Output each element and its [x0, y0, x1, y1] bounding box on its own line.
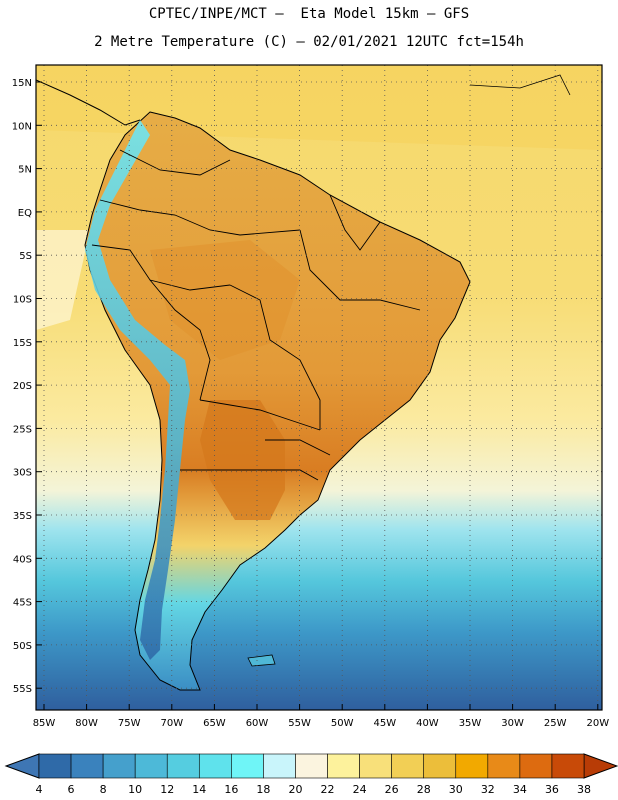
colorbar-cell [487, 753, 521, 779]
colorbar-label: 6 [67, 783, 75, 796]
colorbar-label: 16 [224, 783, 239, 796]
colorbar-cell [38, 753, 72, 779]
lat-label-10s: 10S [13, 295, 32, 306]
colorbar-cell [102, 753, 136, 779]
lon-label-25w: 25W [544, 718, 567, 729]
lat-label-40s: 40S [13, 554, 32, 565]
colorbar-label: 20 [288, 783, 303, 796]
colorbar-cell [295, 753, 328, 779]
colorbar-high-arrow [583, 753, 618, 779]
lon-label-30w: 30W [501, 718, 524, 729]
lon-label-35w: 35W [459, 718, 482, 729]
colorbar-label: 34 [512, 783, 527, 796]
colorbar-cell [455, 753, 489, 779]
colorbar-label: 4 [35, 783, 43, 796]
colorbar-label: 22 [320, 783, 335, 796]
lat-label-35s: 35S [13, 511, 32, 522]
colorbar-label: 38 [577, 783, 591, 796]
colorbar-cell [70, 753, 104, 779]
colorbar-cell [166, 753, 200, 779]
lon-label-55w: 55W [288, 718, 311, 729]
lon-label-60w: 60W [246, 718, 269, 729]
colorbar-cell [263, 753, 296, 779]
colorbar-cell [231, 753, 264, 779]
map-frame [35, 64, 603, 711]
map-title-line-1: CPTEC/INPE/MCT – Eta Model 15km – GFS [148, 6, 470, 22]
falkland-islands [247, 654, 276, 667]
lat-label-45s: 45S [13, 598, 32, 609]
colorbar-cell [423, 753, 457, 779]
lat-label-25s: 25S [13, 424, 32, 435]
interior-hot-zone [200, 400, 285, 520]
andes-cold-ridge [85, 120, 190, 660]
colorbar-label: 32 [480, 783, 495, 796]
lat-label-15s: 15S [13, 338, 32, 349]
colorbar-cell [391, 753, 425, 779]
longitude-axis: 85W 80W 75W 70W 65W 60W 55W 50W 45W 40W 35W 30W 25W 2… [33, 704, 609, 729]
lat-label-50s: 50S [13, 641, 32, 652]
colorbar-cell [551, 753, 585, 779]
colorbar-label: 10 [128, 783, 143, 796]
lat-label-55s: 55S [13, 684, 32, 695]
lat-label-20s: 20S [13, 381, 32, 392]
colorbar-label: 14 [192, 783, 207, 796]
lat-label-5n: 5N [18, 165, 32, 176]
lat-label-5s: 5S [19, 251, 32, 262]
lat-label-30s: 30S [13, 468, 32, 479]
colorbar-cell [134, 753, 168, 779]
colorbar [4, 753, 618, 779]
lon-label-70w: 70W [160, 718, 183, 729]
colorbar-label: 8 [99, 783, 107, 796]
lon-label-40w: 40W [416, 718, 439, 729]
lat-label-15n: 15N [12, 78, 32, 89]
lon-label-20w: 20W [586, 718, 609, 729]
lon-label-75w: 75W [118, 718, 141, 729]
country-borders [91, 149, 421, 481]
colorbar-label: 24 [352, 783, 367, 796]
caribbean-islands [469, 74, 571, 96]
amazon-warm-zone [150, 240, 300, 360]
colorbar-label: 36 [544, 783, 559, 796]
colorbar-cell [359, 753, 392, 779]
lat-label-10n: 10N [12, 121, 32, 132]
colorbar-cell [327, 753, 360, 779]
map-title-line-2: 2 Metre Temperature (C) – 02/01/2021 12U… [94, 34, 524, 50]
lon-label-85w: 85W [33, 718, 56, 729]
lon-label-65w: 65W [203, 718, 226, 729]
colorbar-label: 12 [160, 783, 175, 796]
colorbar-low-arrow [4, 753, 40, 779]
lon-label-80w: 80W [75, 718, 98, 729]
colorbar-label: 30 [448, 783, 463, 796]
colorbar-label: 26 [384, 783, 399, 796]
latitude-axis: 15N 10N 5N EQ 5S 10S 15S 20S 25S 30S 35S 40S 45S 50S 5… [12, 78, 42, 695]
colorbar-label: 28 [416, 783, 431, 796]
lon-label-50w: 50W [331, 718, 354, 729]
colorbar-cell [519, 753, 553, 779]
colorbar-label: 18 [256, 783, 271, 796]
lat-label-eq: EQ [18, 208, 32, 219]
central-america-coast [36, 79, 141, 126]
colorbar-cell [198, 753, 232, 779]
lon-label-45w: 45W [373, 718, 396, 729]
